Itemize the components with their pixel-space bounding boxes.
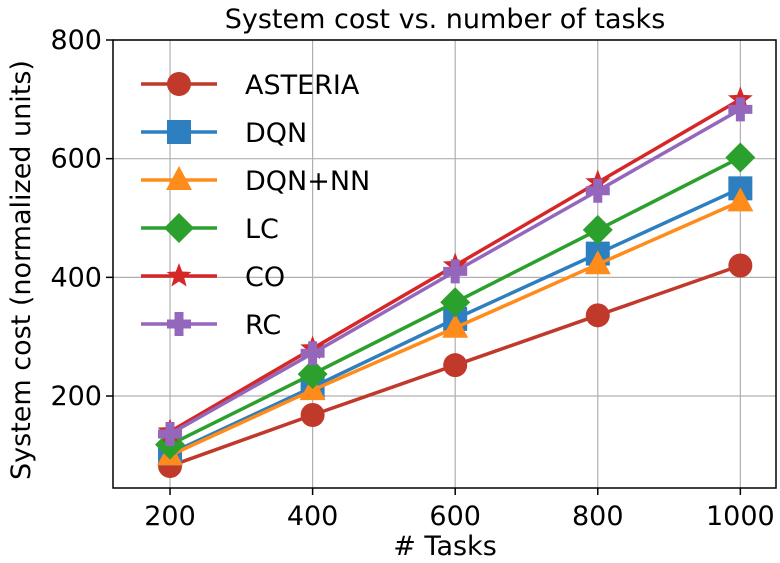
legend-entry: RC xyxy=(141,310,281,341)
series-rc xyxy=(158,97,753,447)
data-point xyxy=(443,259,468,284)
y-axis-label: System cost (normalized units) xyxy=(6,60,37,480)
data-point xyxy=(725,142,756,173)
legend-marker xyxy=(166,263,192,287)
legend-entry: DQN xyxy=(141,118,307,149)
data-point xyxy=(582,214,613,245)
chart-title: System cost vs. number of tasks xyxy=(225,4,666,35)
legend-entry: ASTERIA xyxy=(141,70,360,101)
data-point xyxy=(297,359,328,390)
legend-marker xyxy=(167,72,191,96)
legend-entry: LC xyxy=(141,213,279,245)
legend-label: LC xyxy=(245,214,279,245)
x-axis-label: # Tasks xyxy=(393,531,497,562)
data-point xyxy=(440,287,471,318)
legend-entry: CO xyxy=(141,262,285,293)
data-point xyxy=(728,253,753,278)
data-point xyxy=(300,341,325,366)
legend-label: DQN xyxy=(245,118,307,149)
series-layer xyxy=(155,86,756,479)
data-point xyxy=(442,313,469,338)
legend-marker xyxy=(166,166,192,190)
legend-label: CO xyxy=(245,262,285,293)
x-tick-label: 400 xyxy=(287,501,339,532)
legend: ASTERIA DQN DQN+NN LC CO RC xyxy=(141,70,370,341)
legend-label: ASTERIA xyxy=(245,70,360,101)
y-tick-label: 400 xyxy=(50,262,102,293)
data-point xyxy=(158,422,183,447)
data-point xyxy=(300,403,325,428)
x-tick-label: 600 xyxy=(429,501,481,532)
legend-label: DQN+NN xyxy=(245,166,370,197)
legend-entry: DQN+NN xyxy=(141,166,370,197)
legend-marker xyxy=(164,213,194,243)
x-tick-label: 1000 xyxy=(706,501,775,532)
data-point xyxy=(584,250,611,275)
x-tick-label: 800 xyxy=(572,501,624,532)
legend-marker xyxy=(167,120,191,144)
plot-frame xyxy=(112,39,777,489)
y-tick-label: 800 xyxy=(50,25,102,56)
series-lc xyxy=(155,142,756,460)
y-tick-label: 200 xyxy=(50,381,102,412)
legend-label: RC xyxy=(245,310,281,341)
data-point xyxy=(443,353,468,378)
data-point xyxy=(727,187,754,212)
grid-layer xyxy=(113,39,776,488)
tick-layer: 200 400 600 800 1000 200 400 600 800 xyxy=(50,25,774,532)
x-tick-label: 200 xyxy=(144,501,196,532)
data-point xyxy=(585,178,610,203)
data-point xyxy=(585,303,610,328)
y-tick-label: 600 xyxy=(50,144,102,175)
legend-marker xyxy=(167,312,191,336)
data-point xyxy=(728,97,753,122)
